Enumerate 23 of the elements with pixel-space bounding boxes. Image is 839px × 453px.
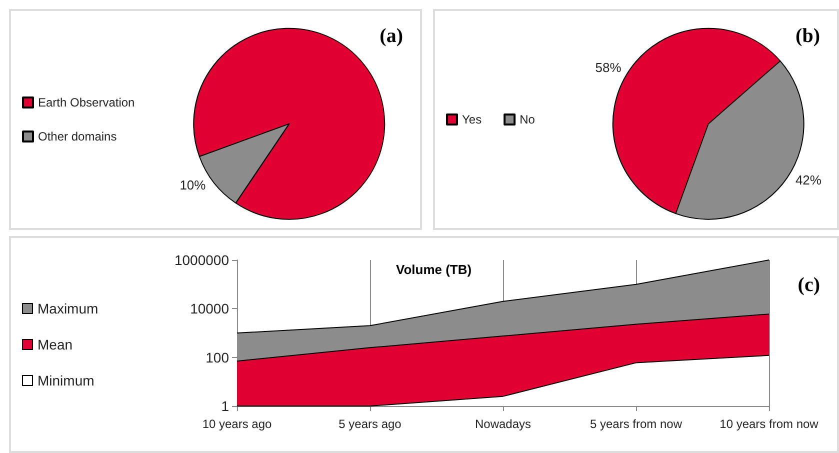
chart-title: Volume (TB) [396, 262, 472, 277]
y-tick-label: 10000 [190, 300, 230, 317]
y-tick-label: 100 [206, 349, 230, 366]
y-tick-label: 1000000 [174, 252, 230, 268]
data-label: 58% [595, 60, 622, 76]
x-tick-label: Nowadays [474, 417, 532, 431]
x-tick-label: 10 years ago [202, 417, 272, 431]
legend-label: Minimum [38, 372, 94, 388]
legend-label: Yes [462, 112, 482, 126]
data-label: 42% [795, 172, 822, 188]
legend-label: Mean [38, 336, 73, 352]
chart-title: (a) [380, 25, 404, 47]
y-tick-label: 1 [221, 398, 230, 414]
x-tick-label: 5 years from now [590, 417, 682, 431]
legend-label: No [520, 112, 536, 126]
x-tick-label: 5 years ago [338, 417, 402, 431]
x-tick-label: 10 years from now [720, 417, 819, 431]
chart-title: (b) [796, 25, 820, 47]
legend-label: Other domains [38, 130, 117, 144]
text: (c) [798, 274, 820, 296]
legend-label: Earth Observation [38, 96, 135, 110]
legend-label: Maximum [38, 300, 98, 316]
data-label: 10% [180, 178, 206, 193]
